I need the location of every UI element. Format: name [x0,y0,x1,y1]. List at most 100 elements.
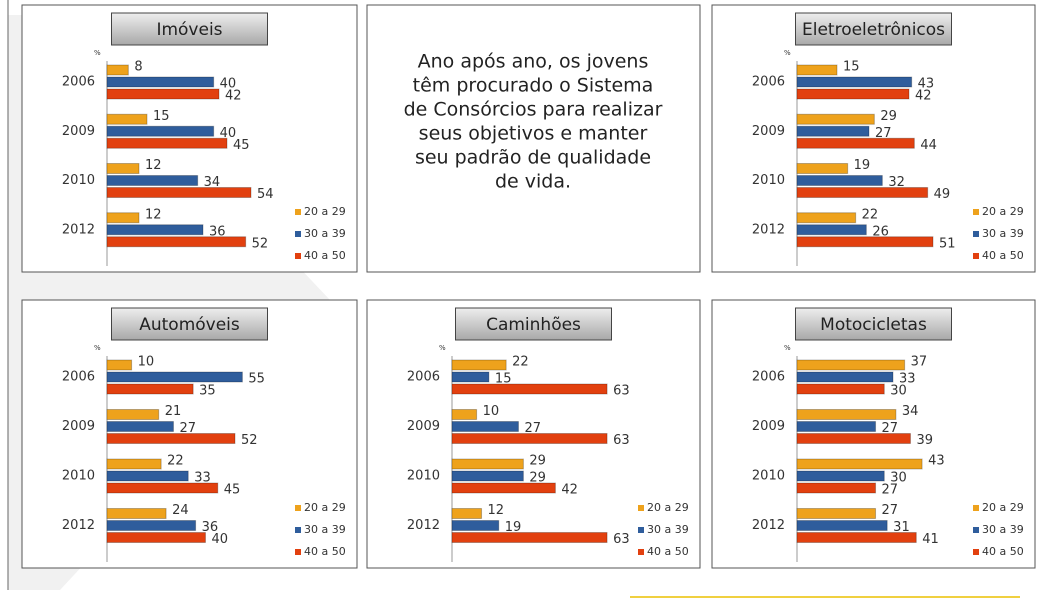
category-label: 2009 [62,124,95,139]
value-label: 24 [172,503,189,518]
category-label: 2006 [407,370,440,385]
bar [796,532,917,543]
bar [106,458,162,470]
bar [451,482,556,494]
bar [106,470,189,482]
value-label: 15 [843,60,860,75]
value-label: 42 [561,483,578,498]
bar [796,433,911,444]
title-box [795,307,952,341]
bar [796,482,877,494]
legend-swatch [295,253,301,259]
text-line: têm procurado o Sistema [413,75,654,97]
category-label: 2010 [62,173,95,188]
legend-label: 30 a 39 [982,523,1024,536]
value-label: 30 [890,384,907,399]
value-label: 52 [252,236,269,251]
unit-label: % [94,344,101,352]
legend-label: 40 a 50 [982,249,1024,262]
bar [796,470,885,482]
bar [796,113,875,125]
value-label: 49 [934,187,951,202]
bar [106,532,206,543]
bar [106,187,252,198]
bar [451,532,608,543]
value-label: 12 [145,158,162,173]
category-label: 2012 [752,518,785,533]
value-label: 40 [211,532,228,547]
bar [796,187,929,198]
legend-label: 30 a 39 [982,227,1024,240]
bar [451,470,524,482]
legend-swatch [638,527,644,533]
bar [796,508,877,519]
value-label: 36 [209,224,226,239]
bar [106,421,174,432]
value-label: 29 [529,454,546,469]
category-label: 2006 [62,370,95,385]
bar [106,520,197,531]
value-label: 27 [875,126,892,141]
bar [106,212,140,224]
category-label: 2010 [407,469,440,484]
unit-label: % [784,49,791,57]
legend-label: 20 a 29 [647,501,689,514]
value-label: 10 [138,355,155,370]
legend-swatch [295,505,301,511]
legend-swatch [973,209,979,215]
legend-label: 30 a 39 [304,227,346,240]
bar [106,433,236,444]
category-label: 2009 [752,419,785,434]
value-label: 15 [495,372,512,387]
category-label: 2012 [752,222,785,237]
legend-label: 20 a 29 [304,205,346,218]
category-label: 2009 [752,124,785,139]
category-label: 2010 [752,173,785,188]
bar [796,76,913,88]
value-label: 42 [915,89,932,104]
value-label: 29 [529,471,546,486]
value-label: 22 [512,355,529,370]
value-label: 63 [613,384,630,399]
bar [106,113,148,125]
value-label: 54 [257,187,274,202]
value-label: 34 [204,175,221,190]
value-label: 35 [199,384,216,399]
value-label: 12 [145,207,162,222]
value-label: 15 [153,109,170,124]
value-label: 21 [165,404,182,419]
chart-title: Caminhões [486,315,581,335]
value-label: 63 [613,433,630,448]
value-label: 45 [224,483,241,498]
value-label: 40 [220,77,237,92]
value-label: 63 [613,532,630,547]
bar [796,212,857,224]
bar [106,236,247,248]
value-label: 33 [899,372,916,387]
value-label: 30 [890,471,907,486]
bar [106,409,160,420]
legend-label: 40 a 50 [304,545,346,558]
unit-label: % [439,344,446,352]
legend-swatch [295,209,301,215]
bar [106,508,167,519]
text-panel [366,4,701,273]
bar [796,421,877,432]
legend-swatch [973,527,979,533]
value-label: 19 [854,158,871,173]
bar [451,421,519,432]
category-label: 2012 [407,518,440,533]
legend-label: 30 a 39 [304,523,346,536]
bar [106,64,129,76]
category-label: 2010 [62,469,95,484]
bar [796,175,883,186]
bar [106,482,219,494]
value-label: 34 [902,404,919,419]
legend-swatch [973,253,979,259]
value-label: 10 [483,404,500,419]
legend-label: 40 a 50 [647,545,689,558]
text-line: de Consórcios para realizar [404,99,663,121]
title-box [455,307,612,341]
bar [106,383,194,395]
